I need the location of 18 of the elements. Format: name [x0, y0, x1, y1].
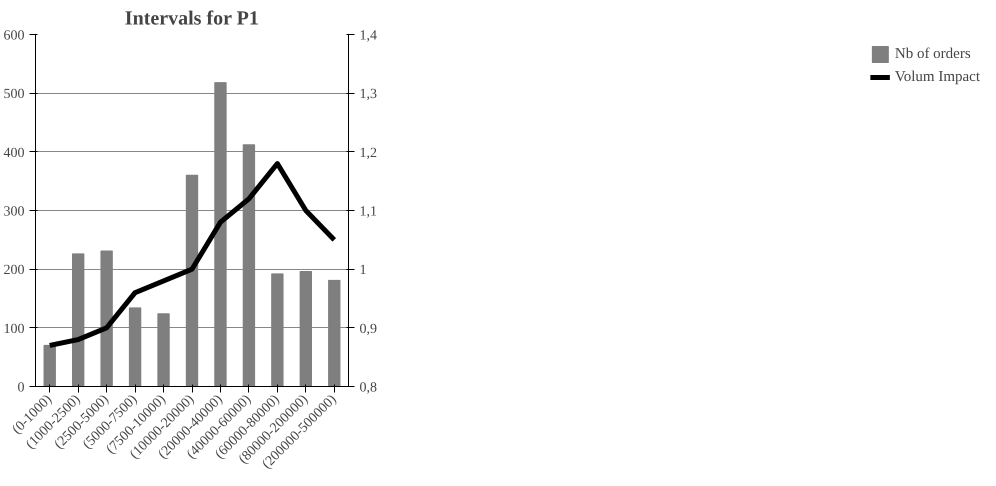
y-tick-label: 600	[4, 28, 24, 44]
legend-label: Volum Impact	[894, 68, 980, 86]
bar	[44, 344, 56, 386]
y-tick-label: 300	[4, 204, 24, 220]
y2-tick-label: 1,4	[360, 28, 377, 44]
y2-tick-label: 1,2	[360, 146, 377, 161]
y-tick-label: 100	[4, 322, 24, 337]
chart-title: Intervals for P1	[124, 8, 259, 30]
y2-tick-label: 1,1	[360, 204, 377, 220]
y-tick-label: 200	[4, 263, 24, 278]
y2-tick-label: 1	[360, 263, 366, 278]
y-tick-label: 400	[4, 146, 24, 161]
y2-tick-label: 0,9	[360, 322, 377, 337]
legend-label: Nb of orders	[894, 46, 971, 62]
y2-tick-label: 0,8	[360, 380, 377, 396]
y-tick-label: 0	[18, 380, 24, 396]
y2-tick-label: 1,3	[360, 87, 377, 102]
y-tick-label: 500	[4, 87, 24, 102]
